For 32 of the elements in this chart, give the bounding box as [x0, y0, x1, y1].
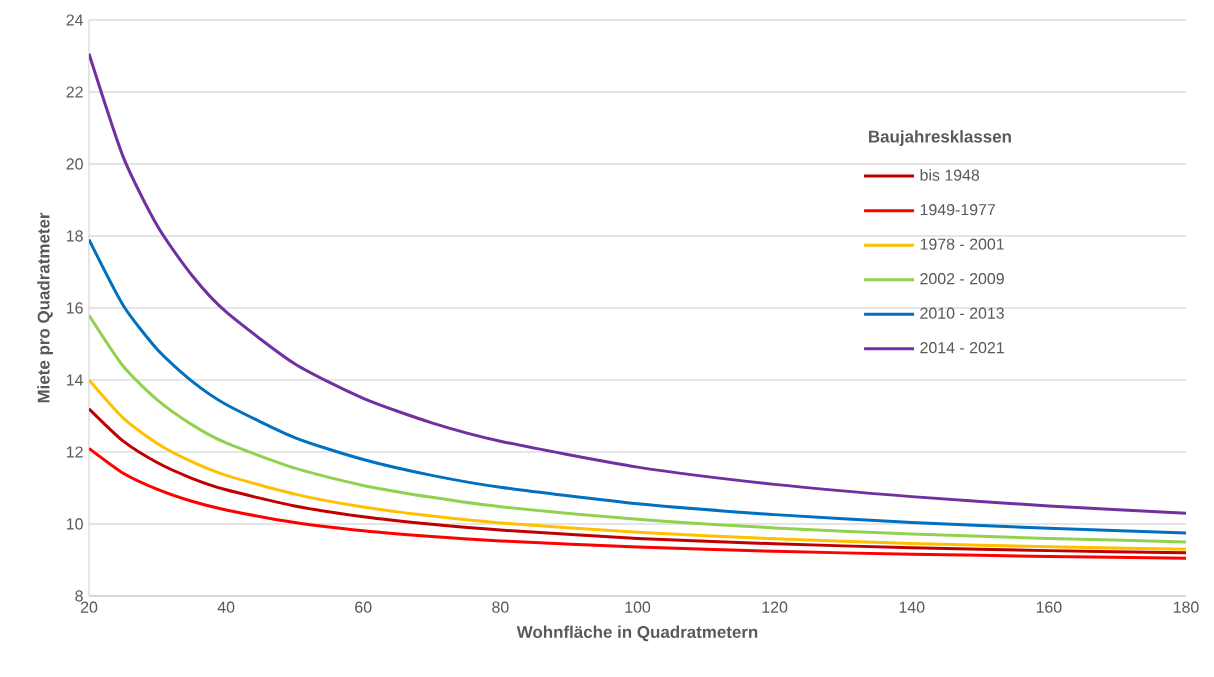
line-series	[89, 238, 1186, 535]
y-tick-label: 18	[66, 230, 83, 242]
x-tick-label: 20	[80, 601, 98, 613]
line-series	[89, 378, 1186, 551]
x-tick-label: 60	[355, 601, 372, 613]
y-tick-label: 16	[66, 302, 83, 314]
x-tick-label: 100	[625, 601, 651, 613]
x-tick-label: 180	[1173, 601, 1199, 613]
legend-label: 2010 - 2013	[920, 307, 1004, 319]
y-tick-label: 24	[66, 14, 84, 26]
legend-label: 1949-1977	[920, 203, 995, 216]
x-tick-label: 40	[217, 601, 235, 613]
legend-label: 2014 - 2021	[920, 342, 1004, 354]
y-tick-label: 8	[75, 590, 83, 602]
legend-label: 2002 - 2009	[920, 273, 1004, 285]
y-tick-label: 10	[66, 518, 83, 530]
x-axis-title: Wohnfläche in Quadratmetern	[516, 625, 758, 642]
y-tick-label: 14	[66, 374, 84, 386]
legend-title: Baujahresklassen	[869, 130, 1011, 146]
legend-label: 1978 - 2001	[920, 238, 1004, 250]
line-series	[89, 446, 1186, 560]
x-tick-label: 80	[492, 601, 509, 613]
line-series	[89, 52, 1186, 515]
y-tick-label: 20	[66, 158, 83, 170]
x-tick-label: 140	[899, 601, 925, 613]
x-tick-label: 120	[762, 601, 788, 613]
y-tick-label: 22	[66, 86, 83, 98]
y-axis-title: Miete pro Quadratmeter	[37, 212, 53, 403]
line-series	[89, 407, 1186, 555]
x-tick-label: 160	[1036, 601, 1062, 613]
y-tick-label: 12	[66, 446, 83, 458]
legend-label: bis 1948	[920, 169, 980, 181]
